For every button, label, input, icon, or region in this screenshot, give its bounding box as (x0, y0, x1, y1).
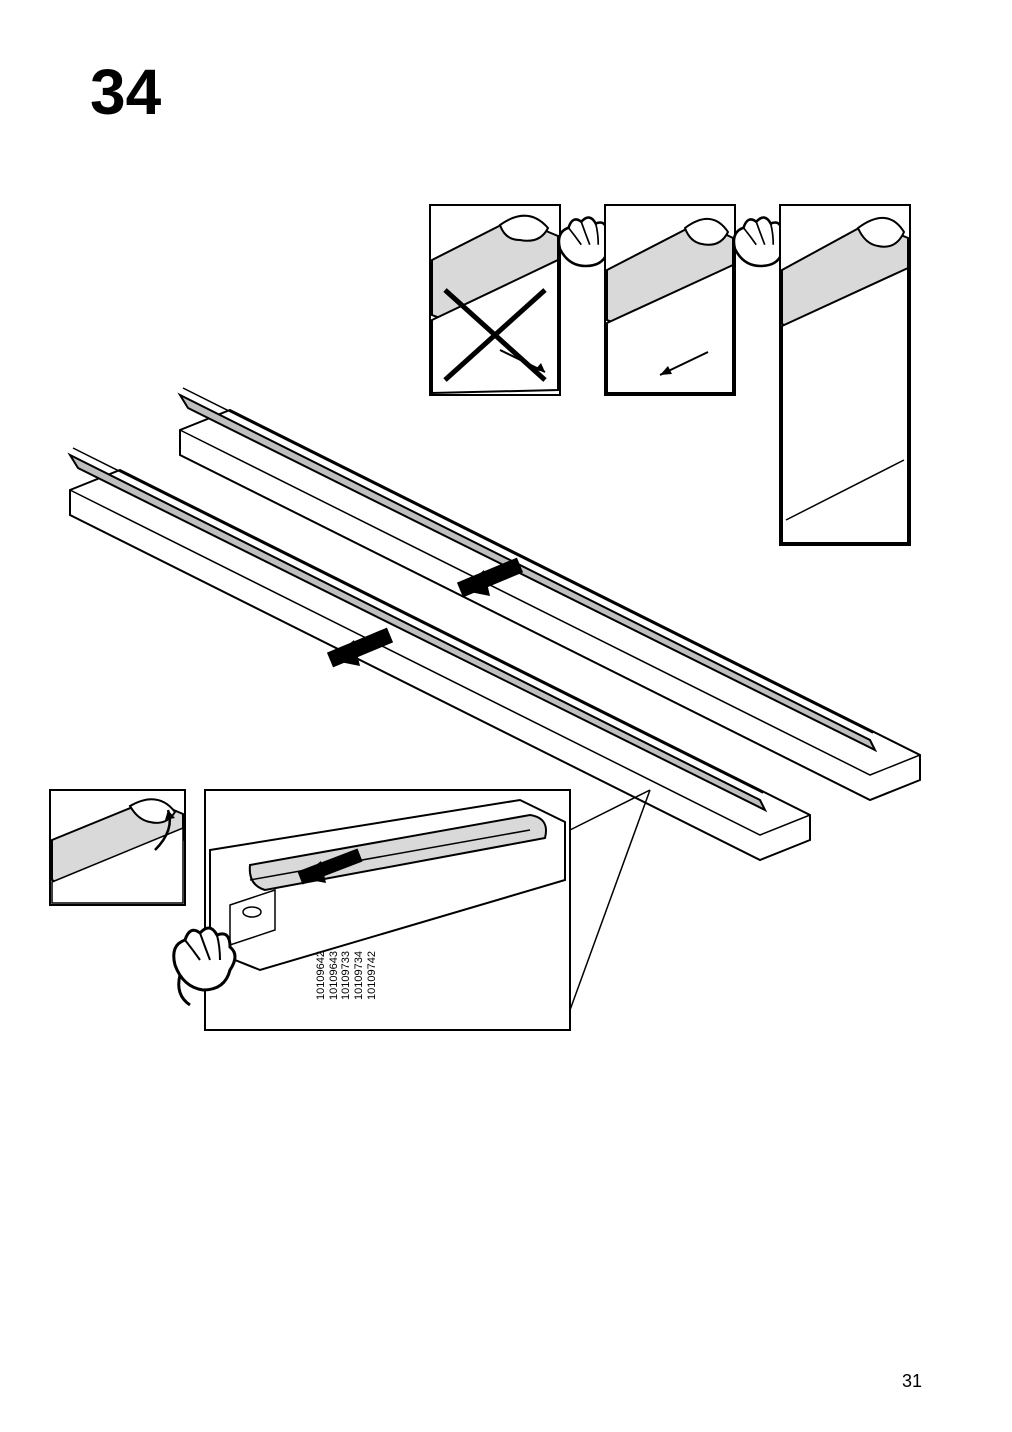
part-code: 10109643 (328, 951, 341, 1000)
panel-wrong (430, 205, 560, 395)
hand-icon-2 (734, 218, 786, 266)
panel-finished (780, 205, 910, 545)
part-code: 10109742 (366, 951, 379, 1000)
part-code: 10109642 (315, 951, 328, 1000)
part-code: 10109734 (353, 951, 366, 1000)
detail-push (205, 790, 570, 1030)
detail-rollover (50, 790, 185, 905)
instruction-diagram (0, 0, 1012, 1432)
hand-icon-1 (559, 218, 611, 266)
part-code: 10109733 (340, 951, 353, 1000)
callout-lines (570, 790, 650, 1010)
part-code-list: 10109642 10109643 10109733 10109734 1010… (315, 951, 378, 1000)
panel-correct-1 (605, 205, 735, 395)
